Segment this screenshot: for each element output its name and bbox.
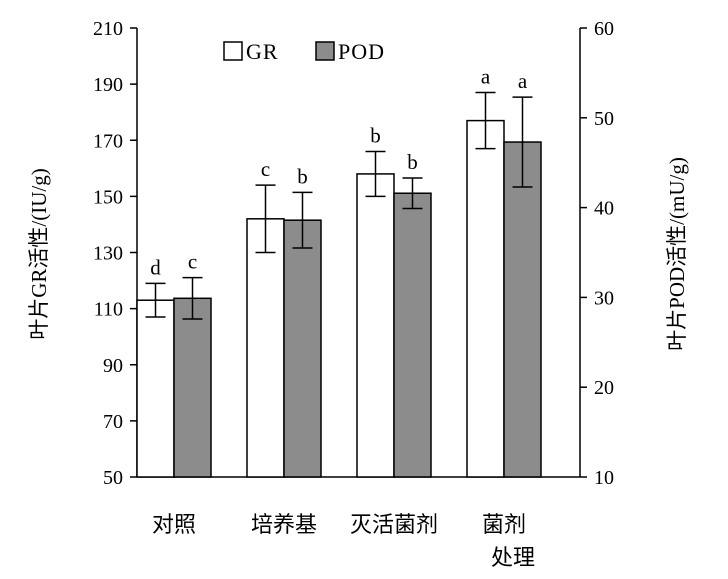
significance-label: b — [407, 150, 418, 174]
y-left-tick-label: 50 — [103, 467, 123, 489]
significance-label: b — [370, 123, 381, 147]
significance-label: d — [150, 255, 161, 279]
y-left-tick-label: 190 — [93, 74, 123, 96]
significance-label: a — [481, 65, 491, 89]
y-right-tick-label: 10 — [594, 467, 614, 489]
bar-gr — [356, 173, 395, 478]
y-right-tick-label: 40 — [594, 198, 614, 220]
legend: GR POD — [223, 39, 385, 64]
bar-pod — [283, 219, 322, 478]
y-left-tick-label: 130 — [93, 243, 123, 265]
x-category-label: 灭活菌剂 — [350, 512, 438, 537]
bar-pod — [503, 141, 542, 478]
y-right-tick-label: 60 — [594, 18, 614, 40]
significance-label: a — [518, 69, 528, 93]
bar-gr — [466, 119, 505, 478]
significance-label: c — [261, 157, 270, 181]
bar-pod — [393, 192, 432, 478]
legend-swatch-pod — [315, 41, 335, 61]
x-category-label: 对照 — [152, 512, 196, 537]
bar-gr — [136, 299, 175, 478]
x-axis-title: 处理 — [491, 545, 535, 570]
plot-area: 50 70 90 110 130 150 170 190 210 10 20 30 40 50 60 对照 培养… — [93, 18, 614, 537]
bar-pod — [173, 297, 212, 478]
y-left-tick-label: 150 — [93, 186, 123, 208]
y-axis-right-title: 叶片POD活性/(mU/g) — [665, 157, 689, 351]
y-left-tick-label: 70 — [103, 411, 123, 433]
y-right-tick-label: 30 — [594, 287, 614, 309]
x-category-label: 培养基 — [251, 512, 317, 537]
legend-swatch-gr — [223, 41, 243, 61]
x-category-label: 菌剂 — [482, 512, 526, 537]
y-left-tick-label: 90 — [103, 355, 123, 377]
significance-label: c — [188, 250, 197, 274]
y-left-tick-label: 170 — [93, 130, 123, 152]
y-axis-left-title: 叶片GR活性/(IU/g) — [27, 168, 51, 340]
y-right-tick-label: 50 — [594, 108, 614, 130]
significance-label: b — [297, 164, 308, 188]
y-left-tick-label: 110 — [94, 299, 123, 321]
y-left-tick-label: 210 — [93, 18, 123, 40]
legend-label-gr: GR — [246, 39, 279, 64]
bar-gr — [246, 218, 285, 478]
legend-label-pod: POD — [338, 39, 385, 64]
y-right-tick-label: 20 — [594, 377, 614, 399]
